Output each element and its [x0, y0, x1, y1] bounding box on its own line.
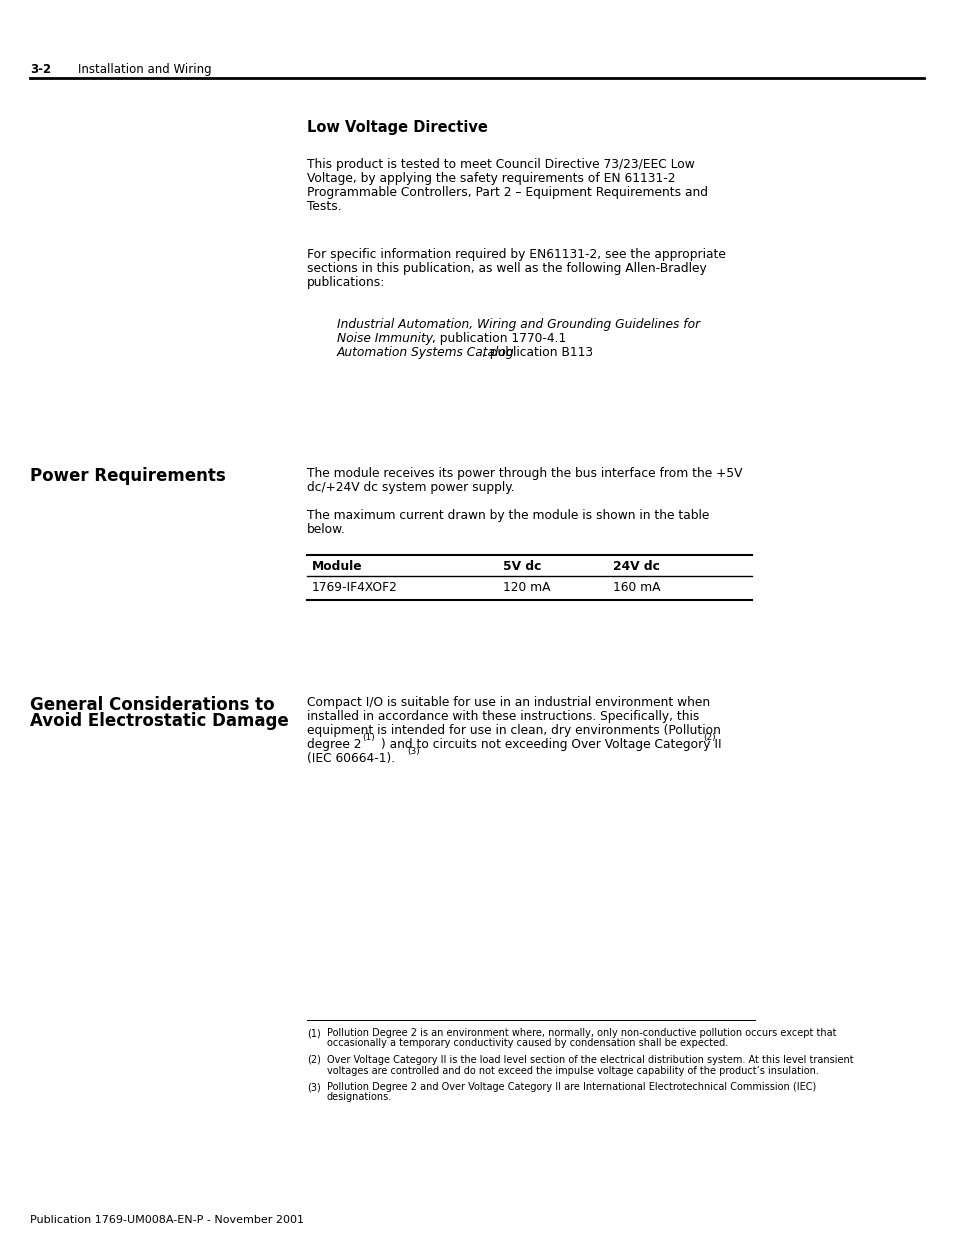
Text: This product is tested to meet Council Directive 73/23/EEC Low: This product is tested to meet Council D… [307, 158, 694, 170]
Text: designations.: designations. [327, 1093, 392, 1103]
Text: 5V dc: 5V dc [502, 559, 540, 573]
Text: equipment is intended for use in clean, dry environments (Pollution: equipment is intended for use in clean, … [307, 724, 720, 737]
Text: Avoid Electrostatic Damage: Avoid Electrostatic Damage [30, 713, 289, 730]
Text: General Considerations to: General Considerations to [30, 697, 274, 714]
Text: Power Requirements: Power Requirements [30, 467, 226, 485]
Text: The module receives its power through the bus interface from the +5V: The module receives its power through th… [307, 467, 741, 480]
Text: For specific information required by EN61131-2, see the appropriate: For specific information required by EN6… [307, 248, 725, 261]
Text: (3): (3) [407, 747, 419, 756]
Text: Automation Systems Catalog: Automation Systems Catalog [336, 346, 514, 359]
Text: installed in accordance with these instructions. Specifically, this: installed in accordance with these instr… [307, 710, 699, 722]
Text: ) and to circuits not exceeding Over Voltage Category II: ) and to circuits not exceeding Over Vol… [380, 739, 720, 751]
Text: The maximum current drawn by the module is shown in the table: The maximum current drawn by the module … [307, 509, 709, 522]
Text: Module: Module [312, 559, 362, 573]
Text: , publication B113: , publication B113 [481, 346, 593, 359]
Text: Pollution Degree 2 is an environment where, normally, only non-conductive pollut: Pollution Degree 2 is an environment whe… [327, 1028, 836, 1037]
Text: occasionally a temporary conductivity caused by condensation shall be expected.: occasionally a temporary conductivity ca… [327, 1039, 727, 1049]
Text: Low Voltage Directive: Low Voltage Directive [307, 120, 487, 135]
Text: (2): (2) [307, 1055, 320, 1065]
Text: Voltage, by applying the safety requirements of EN 61131-2: Voltage, by applying the safety requirem… [307, 172, 675, 185]
Text: voltages are controlled and do not exceed the impulse voltage capability of the : voltages are controlled and do not excee… [327, 1066, 818, 1076]
Text: Industrial Automation, Wiring and Grounding Guidelines for: Industrial Automation, Wiring and Ground… [336, 317, 700, 331]
Text: Installation and Wiring: Installation and Wiring [78, 63, 212, 77]
Text: sections in this publication, as well as the following Allen-Bradley: sections in this publication, as well as… [307, 262, 706, 275]
Text: Compact I/O is suitable for use in an industrial environment when: Compact I/O is suitable for use in an in… [307, 697, 709, 709]
Text: Pollution Degree 2 and Over Voltage Category II are International Electrotechnic: Pollution Degree 2 and Over Voltage Cate… [327, 1082, 816, 1092]
Text: 1769-IF4XOF2: 1769-IF4XOF2 [312, 580, 397, 594]
Text: publications:: publications: [307, 275, 385, 289]
Text: Noise Immunity: Noise Immunity [336, 332, 433, 345]
Text: Publication 1769-UM008A-EN-P - November 2001: Publication 1769-UM008A-EN-P - November … [30, 1215, 304, 1225]
Text: 24V dc: 24V dc [613, 559, 659, 573]
Text: 160 mA: 160 mA [613, 580, 659, 594]
Text: Programmable Controllers, Part 2 – Equipment Requirements and: Programmable Controllers, Part 2 – Equip… [307, 186, 707, 199]
Text: (2): (2) [702, 734, 715, 742]
Text: (3): (3) [307, 1082, 320, 1092]
Text: dc/+24V dc system power supply.: dc/+24V dc system power supply. [307, 480, 514, 494]
Text: , publication 1770-4.1: , publication 1770-4.1 [432, 332, 566, 345]
Text: (1): (1) [361, 734, 375, 742]
Text: Tests.: Tests. [307, 200, 341, 212]
Text: 3-2: 3-2 [30, 63, 51, 77]
Text: 120 mA: 120 mA [502, 580, 550, 594]
Text: (IEC 60664-1).: (IEC 60664-1). [307, 752, 395, 764]
Text: below.: below. [307, 522, 346, 536]
Text: (1): (1) [307, 1028, 320, 1037]
Text: Over Voltage Category II is the load level section of the electrical distributio: Over Voltage Category II is the load lev… [327, 1055, 853, 1065]
Text: degree 2: degree 2 [307, 739, 361, 751]
